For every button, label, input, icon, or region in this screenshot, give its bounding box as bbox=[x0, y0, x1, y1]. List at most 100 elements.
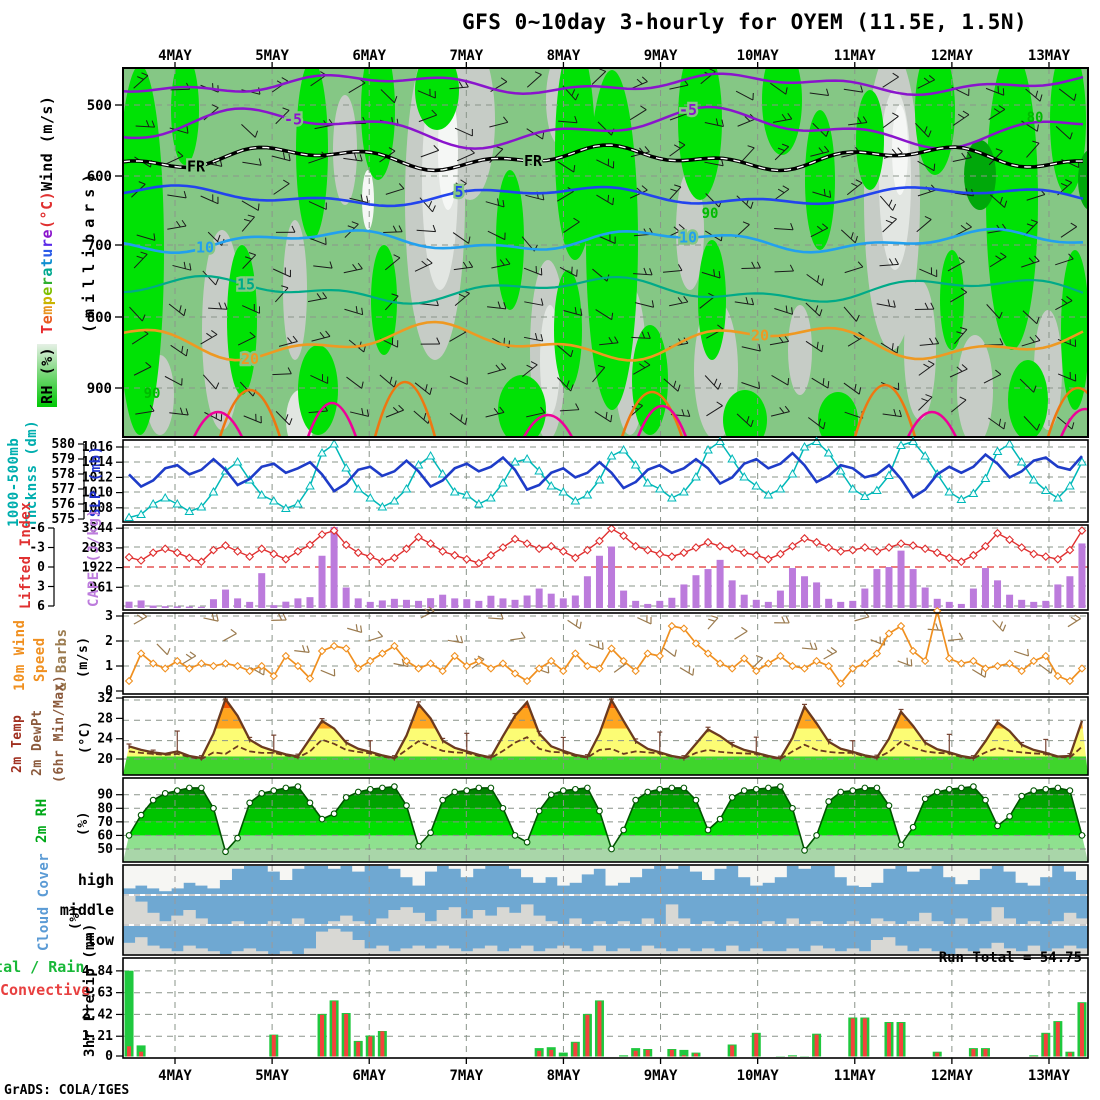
wind-barb-feather bbox=[287, 367, 292, 374]
wind-barb bbox=[736, 195, 752, 209]
thickness-marker bbox=[124, 512, 134, 521]
wind-speed-marker bbox=[1077, 664, 1087, 673]
wind-barb-feather bbox=[283, 179, 290, 185]
temp-contour-arc bbox=[373, 380, 437, 437]
precip-bar-convective bbox=[645, 1049, 650, 1057]
wind-barb-feather bbox=[1074, 614, 1081, 620]
wind-barb bbox=[523, 267, 542, 276]
wind-barb bbox=[241, 124, 256, 138]
wind-barb bbox=[133, 616, 148, 625]
thickness-marker bbox=[329, 438, 339, 448]
rh-marker bbox=[487, 784, 495, 792]
wind-barb-feather bbox=[816, 341, 819, 349]
panel-border bbox=[122, 612, 1089, 695]
cloud-clear-block bbox=[123, 896, 136, 924]
wind-barb-feather bbox=[1036, 423, 1041, 431]
wind-barb-feather bbox=[641, 185, 648, 191]
rh-marker bbox=[210, 804, 217, 812]
lifted-index-marker bbox=[546, 541, 556, 551]
thickness-tick-label: 580 bbox=[52, 437, 76, 452]
wind-speed-marker bbox=[1017, 666, 1026, 676]
wind-barb-feather bbox=[547, 666, 550, 674]
rh-marker bbox=[861, 784, 869, 792]
wind-barb bbox=[599, 342, 619, 346]
wind-barb-feather bbox=[230, 628, 237, 635]
wind-speed-marker bbox=[981, 664, 990, 673]
thickness-marker bbox=[461, 489, 472, 499]
wind-barb-feather bbox=[809, 642, 813, 650]
cloud-clear-block bbox=[279, 951, 293, 954]
wind-barb-feather bbox=[1070, 222, 1077, 228]
rh-shading-patch bbox=[676, 170, 704, 290]
cloud-clear-block bbox=[882, 866, 896, 869]
wind-barb-feather bbox=[1036, 124, 1039, 132]
date-label-top: 9MAY bbox=[644, 48, 678, 64]
cloud-clear-block bbox=[183, 866, 196, 883]
cloud-clear-block bbox=[472, 866, 486, 869]
thickness-marker bbox=[582, 489, 593, 499]
cloud-clear-block bbox=[364, 948, 377, 954]
lifted-index-marker bbox=[896, 539, 906, 548]
wind-barb-feather bbox=[708, 618, 716, 622]
thickness-marker bbox=[437, 468, 448, 478]
cloud-clear-block bbox=[738, 866, 751, 878]
wind-barb bbox=[170, 88, 190, 91]
wind-barb-feather bbox=[575, 403, 580, 410]
wind-barb-feather bbox=[288, 153, 291, 161]
wind-barb-feather bbox=[785, 616, 790, 624]
wind-barb-feather bbox=[819, 309, 823, 317]
wind-barb bbox=[454, 292, 470, 307]
cloud-clear-block bbox=[545, 921, 558, 924]
wind-barb bbox=[393, 662, 409, 668]
rh-marker bbox=[415, 842, 422, 850]
wind-barb bbox=[669, 112, 688, 121]
cloud-clear-block bbox=[653, 948, 667, 954]
wind-barb-feather bbox=[179, 407, 184, 415]
wind-barb-feather bbox=[393, 380, 397, 388]
wind-barb-feather bbox=[999, 621, 1004, 629]
wind-barb-feather bbox=[301, 645, 306, 653]
wind-barb-feather bbox=[423, 412, 427, 420]
panel-border bbox=[122, 439, 1089, 523]
cloud-clear-block bbox=[496, 907, 510, 924]
wind-barb bbox=[1026, 194, 1045, 201]
cloud-clear-block bbox=[472, 948, 486, 954]
rh-shading-patch bbox=[362, 170, 374, 230]
lifted-index-marker bbox=[233, 547, 242, 556]
wind-barb bbox=[983, 373, 1002, 384]
wind-speed-marker bbox=[185, 664, 194, 673]
wind-barb-feather bbox=[359, 154, 363, 162]
lifted-index-marker bbox=[257, 544, 267, 554]
thickness-marker bbox=[715, 436, 725, 445]
wind-barb bbox=[310, 74, 327, 87]
wind-speed-marker bbox=[414, 664, 423, 673]
wind-barb-feather bbox=[673, 226, 680, 232]
wind-barb-feather bbox=[185, 349, 189, 357]
wind-barb-feather bbox=[998, 311, 1003, 319]
wind-barb bbox=[613, 663, 627, 673]
lifted-index-marker bbox=[558, 547, 568, 556]
wind-barb-feather bbox=[678, 223, 685, 230]
cloud-clear-block bbox=[726, 945, 739, 954]
wind-barb-feather bbox=[499, 406, 505, 413]
wind-barb bbox=[449, 331, 467, 342]
rh-marker bbox=[921, 795, 929, 803]
cloud-clear-block bbox=[1015, 951, 1029, 954]
cloud-clear-block bbox=[448, 948, 462, 954]
thickness-marker bbox=[1028, 474, 1039, 484]
cloud-clear-block bbox=[352, 921, 365, 924]
lifted-index-marker bbox=[739, 548, 749, 558]
temp-contour bbox=[123, 274, 1084, 305]
rh-marker bbox=[427, 829, 434, 837]
wind-barb bbox=[950, 291, 968, 303]
wind-barb-feather bbox=[998, 418, 1002, 426]
cloud-clear-block bbox=[291, 918, 305, 924]
cloud-clear-block bbox=[689, 951, 703, 954]
lifted-index-marker bbox=[703, 537, 713, 547]
lifted-index-marker bbox=[184, 553, 194, 563]
wind-barb-feather bbox=[243, 218, 251, 222]
lifted-index-marker bbox=[1017, 543, 1027, 552]
wind-barb-feather bbox=[136, 614, 144, 620]
cloud-clear-block bbox=[376, 945, 389, 954]
precip-bar-convective bbox=[380, 1031, 385, 1057]
